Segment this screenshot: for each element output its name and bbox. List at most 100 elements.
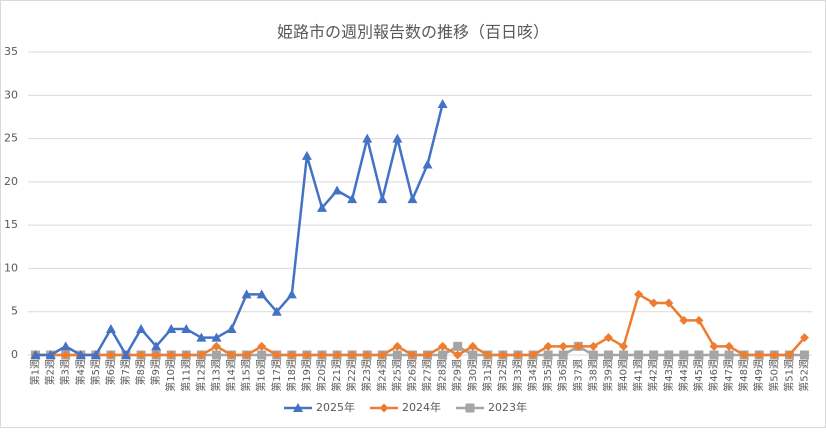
- x-tick-label: 第5週: [89, 359, 102, 385]
- marker: [438, 341, 448, 351]
- x-tick-label: 第28週: [436, 359, 449, 392]
- marker: [379, 403, 389, 413]
- x-tick-label: 第21週: [330, 359, 343, 392]
- marker: [60, 341, 71, 351]
- x-tick-label: 第8週: [134, 359, 147, 385]
- marker: [423, 350, 433, 360]
- marker: [799, 333, 809, 343]
- x-tick-label: 第40週: [617, 359, 630, 392]
- marker: [453, 350, 463, 360]
- x-tick-label: 第32週: [496, 359, 509, 392]
- x-tick-label: 第11週: [179, 359, 192, 392]
- x-tick-label: 第7週: [119, 359, 132, 385]
- marker: [453, 341, 463, 351]
- x-tick-label: 第35週: [541, 359, 554, 392]
- marker: [332, 185, 343, 195]
- x-tick-label: 第12週: [194, 359, 207, 392]
- marker: [588, 341, 598, 351]
- marker: [739, 350, 749, 360]
- marker: [256, 289, 267, 299]
- x-tick-label: 第13週: [209, 359, 222, 392]
- marker: [302, 350, 312, 360]
- marker: [634, 289, 644, 299]
- marker: [634, 350, 644, 360]
- marker: [694, 315, 704, 325]
- series-line: [35, 293, 806, 357]
- marker: [709, 341, 719, 351]
- x-tick-label: 第43週: [662, 359, 675, 392]
- marker: [619, 341, 629, 351]
- marker: [392, 341, 402, 351]
- marker: [241, 289, 252, 299]
- marker: [465, 403, 475, 413]
- marker: [468, 341, 478, 351]
- x-tick-label: 第10週: [164, 359, 177, 392]
- marker: [166, 350, 176, 360]
- marker: [724, 341, 734, 351]
- marker: [558, 341, 568, 351]
- marker: [287, 350, 297, 360]
- marker: [45, 350, 56, 359]
- legend-label: 2023年: [488, 400, 527, 414]
- marker: [664, 350, 674, 360]
- marker: [754, 350, 764, 360]
- marker: [211, 341, 221, 351]
- marker: [392, 133, 403, 143]
- y-tick-label: 15: [4, 218, 18, 231]
- marker: [543, 350, 553, 360]
- x-tick-label: 第19週: [300, 359, 313, 392]
- marker: [407, 350, 417, 360]
- x-tick-label: 第36週: [556, 359, 569, 392]
- marker: [136, 324, 147, 334]
- x-tick-label: 第52週: [797, 359, 810, 392]
- marker: [151, 341, 162, 351]
- marker: [649, 298, 659, 308]
- marker: [242, 350, 252, 360]
- legend-label: 2024年: [402, 400, 441, 414]
- marker: [679, 350, 689, 360]
- x-tick-label: 第18週: [285, 359, 298, 392]
- x-tick-label: 第1週: [29, 359, 42, 385]
- x-tick-label: 第31週: [481, 359, 494, 392]
- marker: [437, 98, 448, 108]
- x-tick-label: 第14週: [225, 359, 238, 392]
- y-tick-label: 20: [4, 175, 18, 188]
- marker: [90, 350, 101, 359]
- x-tick-label: 第44週: [677, 359, 690, 392]
- marker: [226, 324, 237, 334]
- marker: [347, 194, 358, 204]
- x-tick-label: 第29週: [451, 359, 464, 392]
- marker: [483, 350, 493, 360]
- marker: [468, 350, 478, 360]
- x-tick-label: 第37週: [571, 359, 584, 392]
- marker: [377, 194, 388, 204]
- x-tick-label: 第30週: [466, 359, 479, 392]
- marker: [603, 350, 613, 360]
- x-tick-label: 第50週: [767, 359, 780, 392]
- marker: [286, 289, 297, 299]
- marker: [679, 315, 689, 325]
- marker: [588, 350, 598, 360]
- marker: [332, 350, 342, 360]
- marker: [799, 350, 809, 360]
- marker: [61, 350, 71, 360]
- marker: [317, 202, 327, 212]
- marker: [694, 350, 704, 360]
- marker: [407, 194, 418, 204]
- marker: [769, 350, 779, 360]
- series-line: [35, 103, 444, 357]
- marker: [317, 350, 327, 360]
- marker: [513, 350, 523, 360]
- y-tick-label: 5: [11, 305, 18, 318]
- marker: [181, 350, 191, 360]
- marker: [227, 350, 237, 360]
- y-tick-label: 35: [4, 45, 18, 58]
- marker: [392, 350, 402, 360]
- x-tick-label: 第3週: [59, 359, 72, 385]
- x-tick-label: 第17週: [270, 359, 283, 392]
- y-tick-label: 10: [4, 261, 18, 274]
- marker: [257, 350, 267, 360]
- marker: [257, 341, 267, 351]
- x-tick-label: 第22週: [345, 359, 358, 392]
